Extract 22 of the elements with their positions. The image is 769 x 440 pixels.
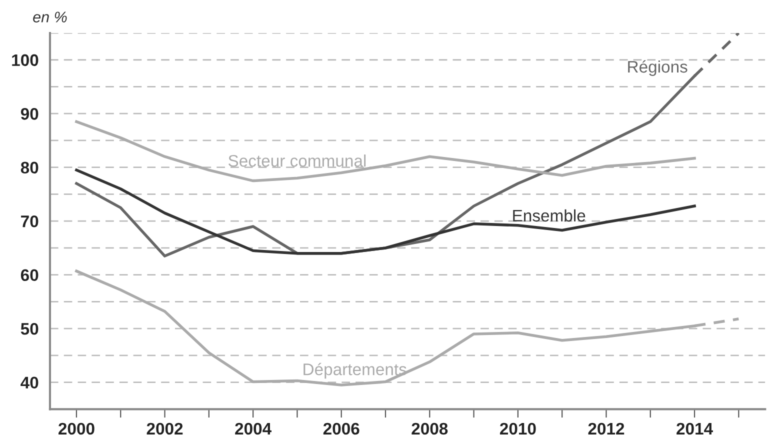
series-label: Ensemble — [513, 209, 586, 222]
x-tick-label: 2010 — [500, 422, 536, 435]
y-axis-title: en % — [33, 12, 67, 22]
y-tick-label: 50 — [20, 322, 38, 335]
series-label: Régions — [628, 60, 688, 76]
x-tick-label: 2002 — [146, 422, 183, 435]
y-tick-label: 80 — [20, 162, 38, 174]
x-tick-label: 2000 — [58, 422, 94, 435]
x-tick-label: 2008 — [412, 422, 448, 435]
y-tick-label: 70 — [21, 216, 38, 228]
x-tick-label: 2004 — [235, 422, 272, 435]
y-tick-label: 100 — [12, 54, 38, 66]
y-tick-label: 90 — [20, 108, 38, 120]
series-label: Secteur communal — [228, 154, 366, 167]
y-tick-label: 40 — [20, 376, 38, 389]
series-label: Départements — [304, 362, 406, 379]
line-series — [75, 120, 696, 182]
x-tick-label: 2012 — [588, 422, 624, 435]
x-tick-label: 2014 — [676, 422, 713, 435]
y-tick-label: 60 — [20, 269, 38, 282]
x-tick-label: 2006 — [323, 422, 360, 435]
line-series — [75, 168, 696, 255]
